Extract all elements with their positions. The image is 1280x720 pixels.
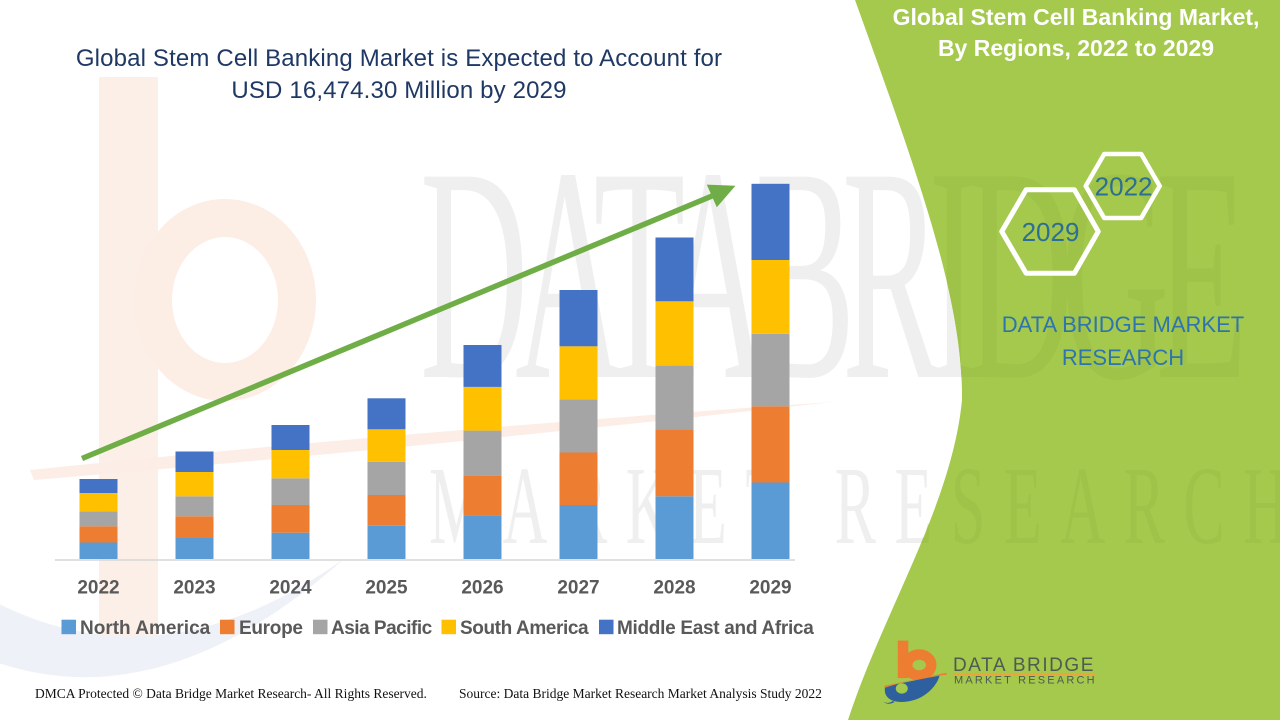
- svg-text:Asia Pacific: Asia Pacific: [331, 618, 433, 639]
- svg-text:2029: 2029: [1022, 217, 1080, 247]
- svg-text:2022: 2022: [1095, 172, 1153, 202]
- svg-text:2027: 2027: [557, 578, 599, 599]
- svg-text:2023: 2023: [173, 578, 215, 599]
- svg-text:North America: North America: [80, 618, 211, 639]
- svg-text:Source: Data Bridge Market Res: Source: Data Bridge Market Research Mark…: [459, 686, 822, 701]
- svg-text:2028: 2028: [653, 578, 695, 599]
- svg-text:DMCA Protected © Data Bridge M: DMCA Protected © Data Bridge Market Rese…: [35, 686, 427, 701]
- svg-text:2022: 2022: [77, 578, 119, 599]
- svg-text:Middle East and Africa: Middle East and Africa: [617, 618, 814, 639]
- svg-text:2024: 2024: [269, 578, 312, 599]
- svg-text:South America: South America: [460, 618, 589, 639]
- svg-text:MARKET RESEARCH: MARKET RESEARCH: [954, 675, 1097, 687]
- svg-text:2029: 2029: [749, 578, 791, 599]
- svg-text:2026: 2026: [461, 578, 503, 599]
- svg-text:Europe: Europe: [239, 618, 303, 639]
- svg-text:DATA BRIDGE: DATA BRIDGE: [953, 655, 1095, 676]
- svg-text:2025: 2025: [365, 578, 408, 599]
